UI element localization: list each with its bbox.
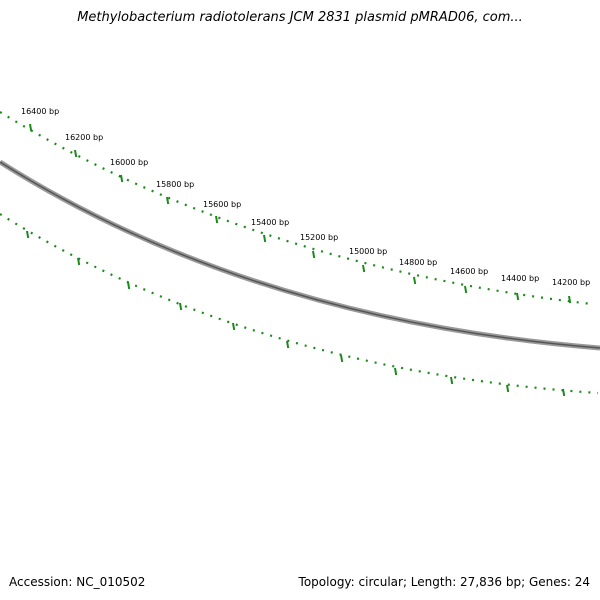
outer-major-tick [263,234,267,243]
inner-major-tick [340,354,344,363]
inner-major-tick [394,367,398,376]
ruler-label: 15000 bp [349,247,387,256]
ruler-label: 16000 bp [110,158,148,167]
inner-major-tick [127,281,131,290]
outer-major-tick [29,123,33,132]
ruler-label: 15600 bp [203,200,241,209]
outer-major-tick [120,174,124,183]
outer-major-tick [413,276,417,285]
inner-tick-track [0,213,599,395]
outer-tick-track [0,111,593,306]
ruler-label: 14400 bp [501,274,539,283]
inner-major-tick [562,388,566,397]
ruler-label: 14800 bp [399,258,437,267]
ruler-label: 15400 bp [251,218,289,227]
outer-major-ticks [29,123,572,304]
ruler-label: 15800 bp [156,180,194,189]
accession-label: Accession: NC_010502 [9,575,146,589]
inner-major-ticks [26,230,566,397]
ruler-labels: 16400 bp 16200 bp 16000 bp 15800 bp 15600 bp… [21,107,590,287]
inner-major-tick [26,230,30,239]
inner-major-tick [232,322,236,331]
inner-major-tick [179,302,183,311]
ruler-label: 16400 bp [21,107,59,116]
plasmid-backbone [0,159,600,351]
outer-major-tick [166,196,170,205]
ruler-label: 16200 bp [65,133,103,142]
outer-major-tick [464,285,468,294]
inner-major-tick [506,384,510,393]
outer-major-tick [516,292,520,301]
plasmid-backbone-line [0,161,600,349]
ruler-label: 14600 bp [450,267,488,276]
outer-major-tick [568,295,572,304]
outer-major-tick [312,250,316,259]
map-title: Methylobacterium radiotolerans JCM 2831 … [77,10,523,25]
ruler-label: 15200 bp [300,233,338,242]
inner-major-tick [450,376,454,385]
outer-major-tick [215,215,219,224]
inner-major-tick [286,340,290,349]
topology-summary: Topology: circular; Length: 27,836 bp; G… [298,575,590,589]
ruler-label: 14200 bp [552,278,590,287]
outer-major-tick [74,149,78,158]
outer-major-tick [362,264,366,273]
inner-major-tick [77,257,81,266]
